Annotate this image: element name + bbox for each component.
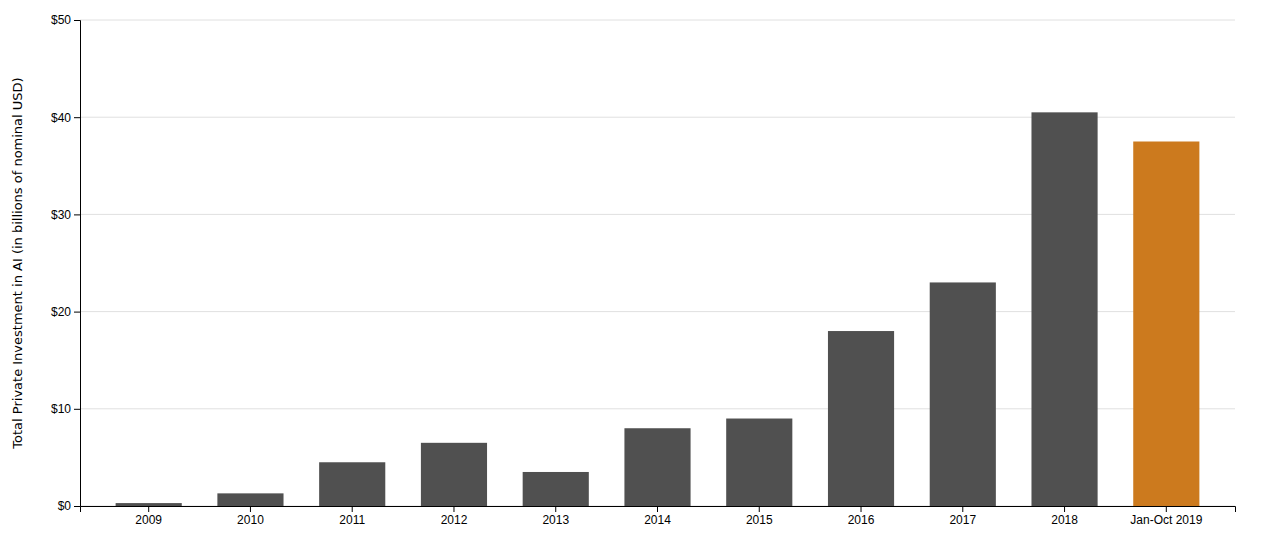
x-tick-mark — [759, 506, 760, 512]
x-tick-label: 2015 — [746, 513, 773, 527]
y-tick: $30 — [51, 208, 80, 222]
x-tick-label: 2010 — [237, 513, 264, 527]
bars — [116, 112, 1200, 506]
plot: $0 $10 $20 $30 $40 $50 2009 2010 2011 2012 2013 201… — [51, 13, 1236, 526]
x-tick-label: 2017 — [949, 513, 976, 527]
y-tick-mark — [74, 214, 80, 215]
bar — [726, 419, 792, 506]
x-tick: 2016 — [848, 506, 875, 527]
x-tick-label: 2018 — [1051, 513, 1078, 527]
y-axis-title: Total Private Investment in AI (in billi… — [10, 77, 25, 449]
y-tick-label: $0 — [58, 499, 72, 513]
x-tick: 2015 — [746, 506, 773, 527]
x-tick: 2010 — [237, 506, 264, 527]
x-tick: 2012 — [441, 506, 468, 527]
y-tick-mark — [74, 506, 80, 507]
x-tick-label: 2012 — [441, 513, 468, 527]
y-axis-line — [74, 21, 81, 507]
grid — [80, 20, 1235, 506]
y-axis: $0 $10 $20 $30 $40 $50 — [51, 13, 81, 513]
y-tick-label: $50 — [51, 13, 71, 27]
x-tick: 2018 — [1051, 506, 1078, 527]
y-tick-label: $40 — [51, 111, 71, 125]
x-tick-label: 2014 — [644, 513, 671, 527]
x-tick: 2014 — [644, 506, 671, 527]
chart: $0 $10 $20 $30 $40 $50 2009 2010 2011 2012 2013 201… — [0, 0, 1265, 546]
bar — [217, 493, 283, 506]
y-tick-mark — [74, 312, 80, 313]
x-axis-line — [81, 507, 1236, 513]
x-tick: Jan-Oct 2019 — [1130, 506, 1202, 527]
x-tick-label: 2011 — [339, 513, 365, 527]
x-tick-mark — [250, 506, 251, 512]
x-tick-label: 2009 — [135, 513, 162, 527]
y-tick: $10 — [51, 402, 80, 416]
grid-line — [80, 20, 1235, 21]
y-tick-mark — [74, 117, 80, 118]
bar — [1133, 142, 1199, 507]
y-tick-label: $10 — [51, 402, 71, 416]
x-tick-mark — [1064, 506, 1065, 512]
bar — [116, 503, 182, 506]
x-tick: 2017 — [949, 506, 976, 527]
x-tick: 2011 — [339, 506, 365, 527]
x-tick-mark — [962, 506, 963, 512]
x-tick-label: 2016 — [848, 513, 875, 527]
bar — [421, 443, 487, 506]
x-tick-label: Jan-Oct 2019 — [1130, 513, 1202, 527]
x-tick-mark — [657, 506, 658, 512]
bar — [930, 282, 996, 506]
x-axis: 2009 2010 2011 2012 2013 2014 2015 2016 2017 2018… — [81, 506, 1236, 527]
bar — [624, 428, 690, 506]
bar — [1031, 112, 1097, 506]
x-tick-label: 2013 — [542, 513, 569, 527]
bar — [523, 472, 589, 506]
x-tick-mark — [352, 506, 353, 512]
x-tick-mark — [555, 506, 556, 512]
y-tick: $50 — [51, 13, 80, 27]
x-tick-mark — [1166, 506, 1167, 512]
x-tick: 2013 — [542, 506, 569, 527]
y-tick: $40 — [51, 111, 80, 125]
bar — [828, 331, 894, 506]
x-tick: 2009 — [135, 506, 162, 527]
y-tick: $20 — [51, 305, 80, 319]
bar — [319, 462, 385, 506]
y-tick-label: $30 — [51, 208, 71, 222]
y-tick-label: $20 — [51, 305, 71, 319]
x-tick-mark — [148, 506, 149, 512]
x-tick-mark — [453, 506, 454, 512]
x-tick-mark — [861, 506, 862, 512]
y-tick: $0 — [58, 499, 80, 513]
y-tick-mark — [74, 409, 80, 410]
y-tick-mark — [74, 20, 80, 21]
